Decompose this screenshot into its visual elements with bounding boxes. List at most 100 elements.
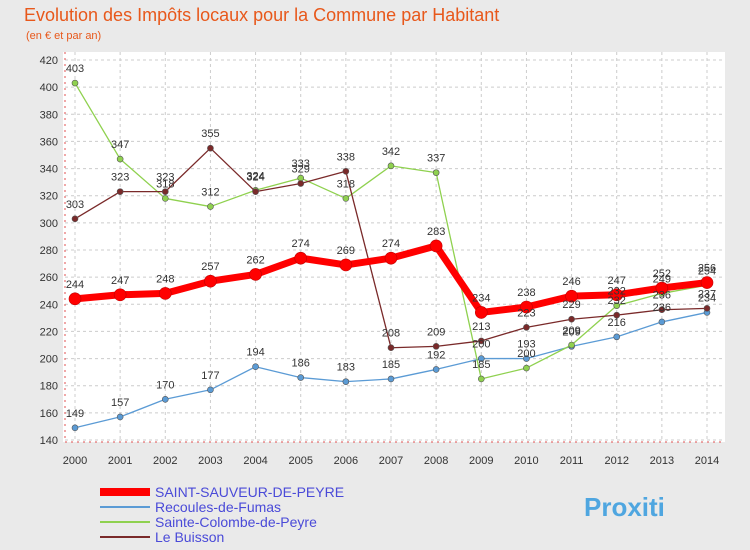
data-point xyxy=(613,333,621,341)
data-point xyxy=(520,300,533,314)
data-point xyxy=(68,292,82,306)
data-label: 324 xyxy=(246,172,264,184)
data-label: 200 xyxy=(517,348,535,360)
data-point xyxy=(113,288,127,302)
data-point xyxy=(207,386,214,394)
data-label: 209 xyxy=(562,325,580,337)
data-label: 283 xyxy=(427,226,445,238)
legend-label: Sainte-Colombe-de-Peyre xyxy=(155,514,317,530)
data-point xyxy=(252,188,259,195)
x-tick-label: 2011 xyxy=(560,455,584,467)
legend-label: Le Buisson xyxy=(155,529,224,545)
data-label: 318 xyxy=(156,178,174,190)
data-label: 269 xyxy=(337,245,355,257)
data-label: 338 xyxy=(337,151,355,163)
data-label: 186 xyxy=(292,358,310,370)
data-label: 246 xyxy=(562,276,580,288)
data-label: 403 xyxy=(66,63,84,75)
chart-subtitle: (en € et par an) xyxy=(26,30,101,42)
data-label: 324 xyxy=(246,170,264,182)
data-point xyxy=(342,167,350,175)
data-label: 323 xyxy=(156,172,174,184)
data-point xyxy=(565,289,578,303)
data-point xyxy=(207,144,214,152)
y-tick-label: 200 xyxy=(40,354,58,366)
data-label: 193 xyxy=(517,339,535,351)
data-label: 312 xyxy=(201,187,219,199)
data-label: 247 xyxy=(608,275,626,287)
data-point xyxy=(474,306,488,319)
y-tick-label: 320 xyxy=(40,191,58,203)
x-tick-label: 2000 xyxy=(63,455,87,467)
data-label: 149 xyxy=(66,408,84,420)
data-label: 200 xyxy=(472,339,490,351)
data-point xyxy=(204,274,217,288)
data-label: 252 xyxy=(653,268,671,280)
data-point xyxy=(294,251,308,265)
x-tick-label: 2002 xyxy=(153,455,177,467)
y-tick-label: 340 xyxy=(40,164,58,176)
data-label: 347 xyxy=(111,139,129,151)
data-label: 170 xyxy=(156,379,174,391)
data-point xyxy=(613,311,621,319)
data-point xyxy=(387,162,395,170)
data-label: 274 xyxy=(292,238,310,250)
x-tick-label: 2013 xyxy=(650,455,674,467)
data-label: 274 xyxy=(382,238,400,250)
data-point xyxy=(116,413,124,421)
data-label: 209 xyxy=(427,326,445,338)
data-label: 254 xyxy=(698,265,716,277)
legend: SAINT-SAUVEUR-DE-PEYRERecoules-de-FumasS… xyxy=(100,484,344,545)
data-label: 355 xyxy=(201,128,219,140)
x-tick-label: 2014 xyxy=(695,455,719,467)
x-tick-label: 2003 xyxy=(198,455,222,467)
x-tick-label: 2010 xyxy=(514,455,538,467)
data-label: 257 xyxy=(201,261,219,273)
legend-label: Recoules-de-Fumas xyxy=(155,499,281,515)
logo-text: Proxiti xyxy=(584,492,665,522)
x-tick-label: 2008 xyxy=(424,455,448,467)
data-point xyxy=(477,337,485,345)
y-tick-label: 260 xyxy=(40,272,58,284)
y-tick-label: 300 xyxy=(40,218,58,230)
data-label: 213 xyxy=(472,321,490,333)
x-tick-label: 2001 xyxy=(108,455,132,467)
data-label: 185 xyxy=(382,359,400,371)
data-label: 303 xyxy=(66,199,84,211)
data-point xyxy=(477,375,485,383)
data-label: 194 xyxy=(246,347,264,359)
data-label: 262 xyxy=(246,254,264,266)
series-layer xyxy=(68,79,714,432)
data-point xyxy=(477,355,485,362)
data-label: 232 xyxy=(608,295,626,307)
grid xyxy=(65,52,725,442)
data-point xyxy=(339,258,353,272)
data-label: 232 xyxy=(608,286,626,298)
y-tick-label: 420 xyxy=(40,55,58,67)
data-point xyxy=(384,251,398,265)
data-point xyxy=(297,180,305,187)
legend-label: SAINT-SAUVEUR-DE-PEYRE xyxy=(155,484,344,500)
data-point xyxy=(297,174,305,182)
data-label: 318 xyxy=(337,178,355,190)
data-point xyxy=(658,318,666,326)
data-point xyxy=(523,355,530,362)
data-point xyxy=(387,344,395,352)
data-label: 323 xyxy=(111,172,129,184)
y-tick-label: 280 xyxy=(40,245,58,257)
data-label: 223 xyxy=(517,307,535,319)
y-tick-label: 380 xyxy=(40,109,58,121)
data-point xyxy=(610,288,624,302)
y-tick-label: 180 xyxy=(40,381,58,393)
data-point xyxy=(432,366,440,373)
data-point xyxy=(116,155,124,163)
data-point xyxy=(523,364,530,372)
data-label: 177 xyxy=(201,370,219,382)
data-label: 234 xyxy=(472,292,490,304)
data-point xyxy=(297,374,305,381)
x-tick-label: 2009 xyxy=(469,455,493,467)
data-point xyxy=(387,375,395,383)
x-axis: 2000 2001 2002 2003 2004 2005 2006 2007 2008 2009… xyxy=(63,455,719,467)
